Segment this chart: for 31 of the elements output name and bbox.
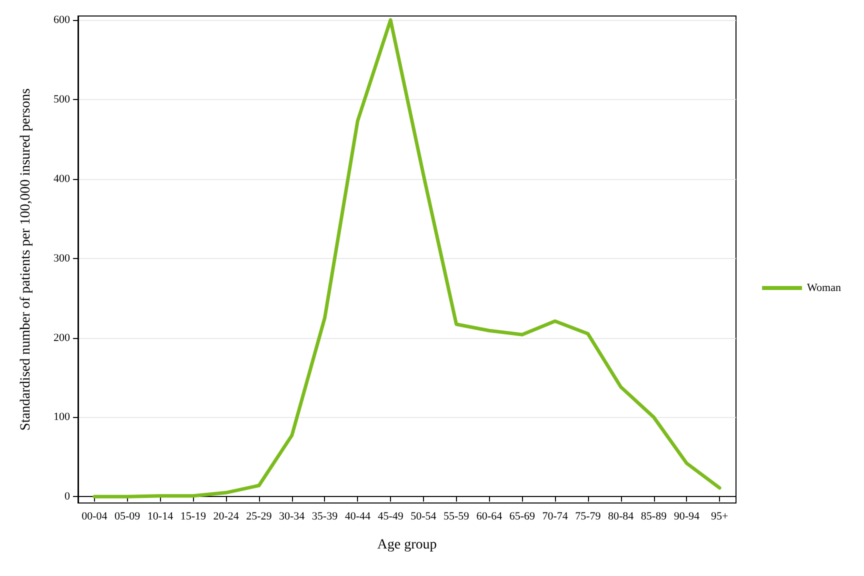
y-tick-label: 200 bbox=[54, 332, 70, 344]
y-tick-label: 400 bbox=[54, 172, 70, 185]
y-tick-label: 300 bbox=[54, 252, 70, 264]
x-tick-label: 80-84 bbox=[608, 510, 634, 522]
x-tick-label: 75-79 bbox=[575, 510, 602, 522]
x-tick-label: 25-29 bbox=[246, 510, 272, 522]
x-tick-label: 40-44 bbox=[344, 510, 371, 522]
x-tick-label: 05-09 bbox=[114, 510, 141, 522]
x-tick-label: 10-14 bbox=[147, 510, 174, 522]
x-tick-label: 35-39 bbox=[312, 510, 338, 522]
x-axis-title: Age group bbox=[377, 538, 437, 552]
x-tick-label: 55-59 bbox=[444, 510, 470, 522]
x-tick-label: 85-89 bbox=[640, 510, 668, 522]
y-tick-label: 0 bbox=[64, 490, 70, 503]
x-tick-label: 50-54 bbox=[410, 510, 437, 522]
line-series bbox=[92, 18, 722, 498]
x-tick-label: 30-34 bbox=[279, 510, 306, 522]
y-axis-title: Standardised number of patients per 100,000 insured persons bbox=[18, 88, 34, 431]
x-tick-label: 45-49 bbox=[378, 510, 404, 522]
x-tick-label: 20-24 bbox=[213, 510, 240, 522]
x-tick-label: 90-94 bbox=[674, 510, 700, 522]
y-tick-label: 500 bbox=[54, 93, 70, 106]
x-tick-label: 95+ bbox=[710, 510, 728, 522]
y-tick-label: 100 bbox=[54, 411, 70, 424]
x-tick-label: 60-64 bbox=[476, 510, 503, 522]
legend-label: Woman bbox=[807, 282, 842, 294]
x-tick-label: 65-69 bbox=[509, 510, 536, 522]
x-tick-label: 70-74 bbox=[542, 510, 568, 522]
x-tick-label: 00-04 bbox=[82, 510, 108, 522]
x-tick-label: 15-19 bbox=[180, 510, 206, 522]
y-tick-label: 600 bbox=[54, 14, 70, 26]
